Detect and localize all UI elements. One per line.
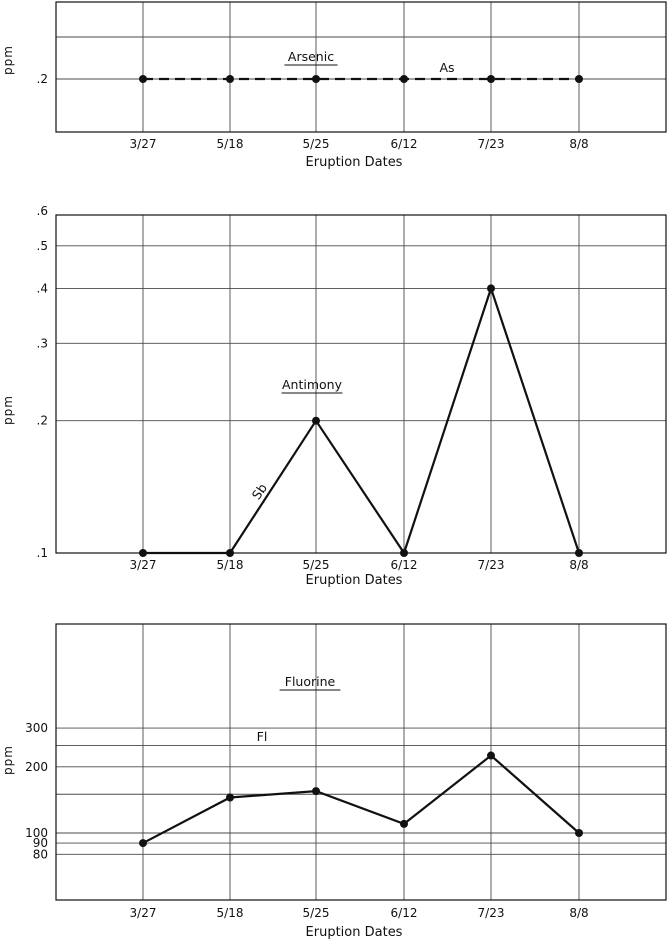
y-axis-label: ppm bbox=[1, 745, 15, 775]
y-tick-label: .5 bbox=[37, 239, 48, 253]
data-point bbox=[312, 75, 320, 83]
x-tick-label: 3/27 bbox=[130, 137, 157, 151]
data-point bbox=[226, 549, 234, 557]
x-tick-label: 7/23 bbox=[478, 906, 505, 920]
series-label: Sb bbox=[249, 481, 270, 503]
x-tick-label: 8/8 bbox=[569, 558, 588, 572]
x-tick-label: 7/23 bbox=[478, 558, 505, 572]
data-point bbox=[139, 75, 147, 83]
y-tick-label: 300 bbox=[25, 721, 48, 735]
data-point bbox=[487, 284, 495, 293]
x-tick-label: 7/23 bbox=[478, 137, 505, 151]
data-point bbox=[575, 549, 583, 557]
data-point bbox=[575, 829, 583, 837]
x-tick-label: 6/12 bbox=[391, 137, 418, 151]
data-point bbox=[139, 549, 147, 557]
y-axis-label: ppm bbox=[1, 395, 15, 425]
x-axis-label: Eruption Dates bbox=[306, 155, 403, 170]
data-point bbox=[312, 416, 320, 425]
x-axis-label: Eruption Dates bbox=[306, 573, 403, 588]
x-tick-label: 3/27 bbox=[130, 558, 157, 572]
x-tick-label: 5/25 bbox=[303, 137, 330, 151]
chart-title: Antimony bbox=[282, 377, 343, 392]
x-tick-label: 5/18 bbox=[217, 558, 244, 572]
y-tick-label: 90 bbox=[33, 836, 48, 850]
data-point bbox=[487, 751, 495, 760]
series-line-sb bbox=[143, 284, 581, 556]
x-tick-label: 6/12 bbox=[391, 558, 418, 572]
x-axis-label: Eruption Dates bbox=[306, 925, 403, 940]
data-point bbox=[226, 793, 234, 802]
x-tick-label: 5/18 bbox=[217, 137, 244, 151]
y-tick-label: .1 bbox=[37, 546, 48, 560]
data-point bbox=[226, 75, 234, 83]
series-line-fl bbox=[142, 754, 580, 845]
x-tick-label: 8/8 bbox=[569, 906, 588, 920]
y-tick-label: .3 bbox=[37, 336, 48, 350]
y-tick-label: .4 bbox=[37, 281, 48, 295]
data-point bbox=[139, 839, 147, 848]
data-point bbox=[400, 819, 408, 828]
data-point bbox=[400, 549, 408, 557]
x-tick-label: 5/25 bbox=[303, 906, 330, 920]
y-tick-label: 100 bbox=[25, 826, 48, 840]
series-label: As bbox=[439, 60, 454, 75]
plot-frame bbox=[55, 623, 667, 901]
x-tick-label: 3/27 bbox=[130, 906, 157, 920]
y-tick-label: .6 bbox=[37, 204, 48, 218]
data-point bbox=[312, 787, 320, 796]
x-tick-label: 5/18 bbox=[217, 906, 244, 920]
y-tick-label: .2 bbox=[37, 414, 48, 428]
data-point bbox=[487, 75, 495, 83]
x-tick-label: 5/25 bbox=[303, 558, 330, 572]
y-axis-label: ppm bbox=[1, 45, 15, 75]
data-point bbox=[400, 75, 408, 83]
plot-frame bbox=[55, 1, 667, 133]
y-tick-label: .2 bbox=[37, 72, 48, 86]
y-tick-label: 200 bbox=[25, 760, 48, 774]
data-point bbox=[575, 75, 583, 83]
x-tick-label: 6/12 bbox=[391, 906, 418, 920]
series-label: Fl bbox=[257, 729, 268, 744]
chart-title: Fluorine bbox=[285, 674, 336, 689]
x-tick-label: 8/8 bbox=[569, 137, 588, 151]
plot-frame bbox=[55, 214, 667, 554]
y-tick-label: 80 bbox=[33, 847, 48, 861]
chart-title: Arsenic bbox=[288, 49, 334, 64]
chart-panel-antimony: .1 .2 .3 .4 .5 .6 ppm 3/27 5/18 5/25 6/12 7/23 8/8 Er… bbox=[1, 204, 667, 588]
chart-panel-arsenic: .2 ppm 3/27 5/18 5/25 6/12 7/23 8/8 Eruption Dat… bbox=[1, 1, 667, 170]
